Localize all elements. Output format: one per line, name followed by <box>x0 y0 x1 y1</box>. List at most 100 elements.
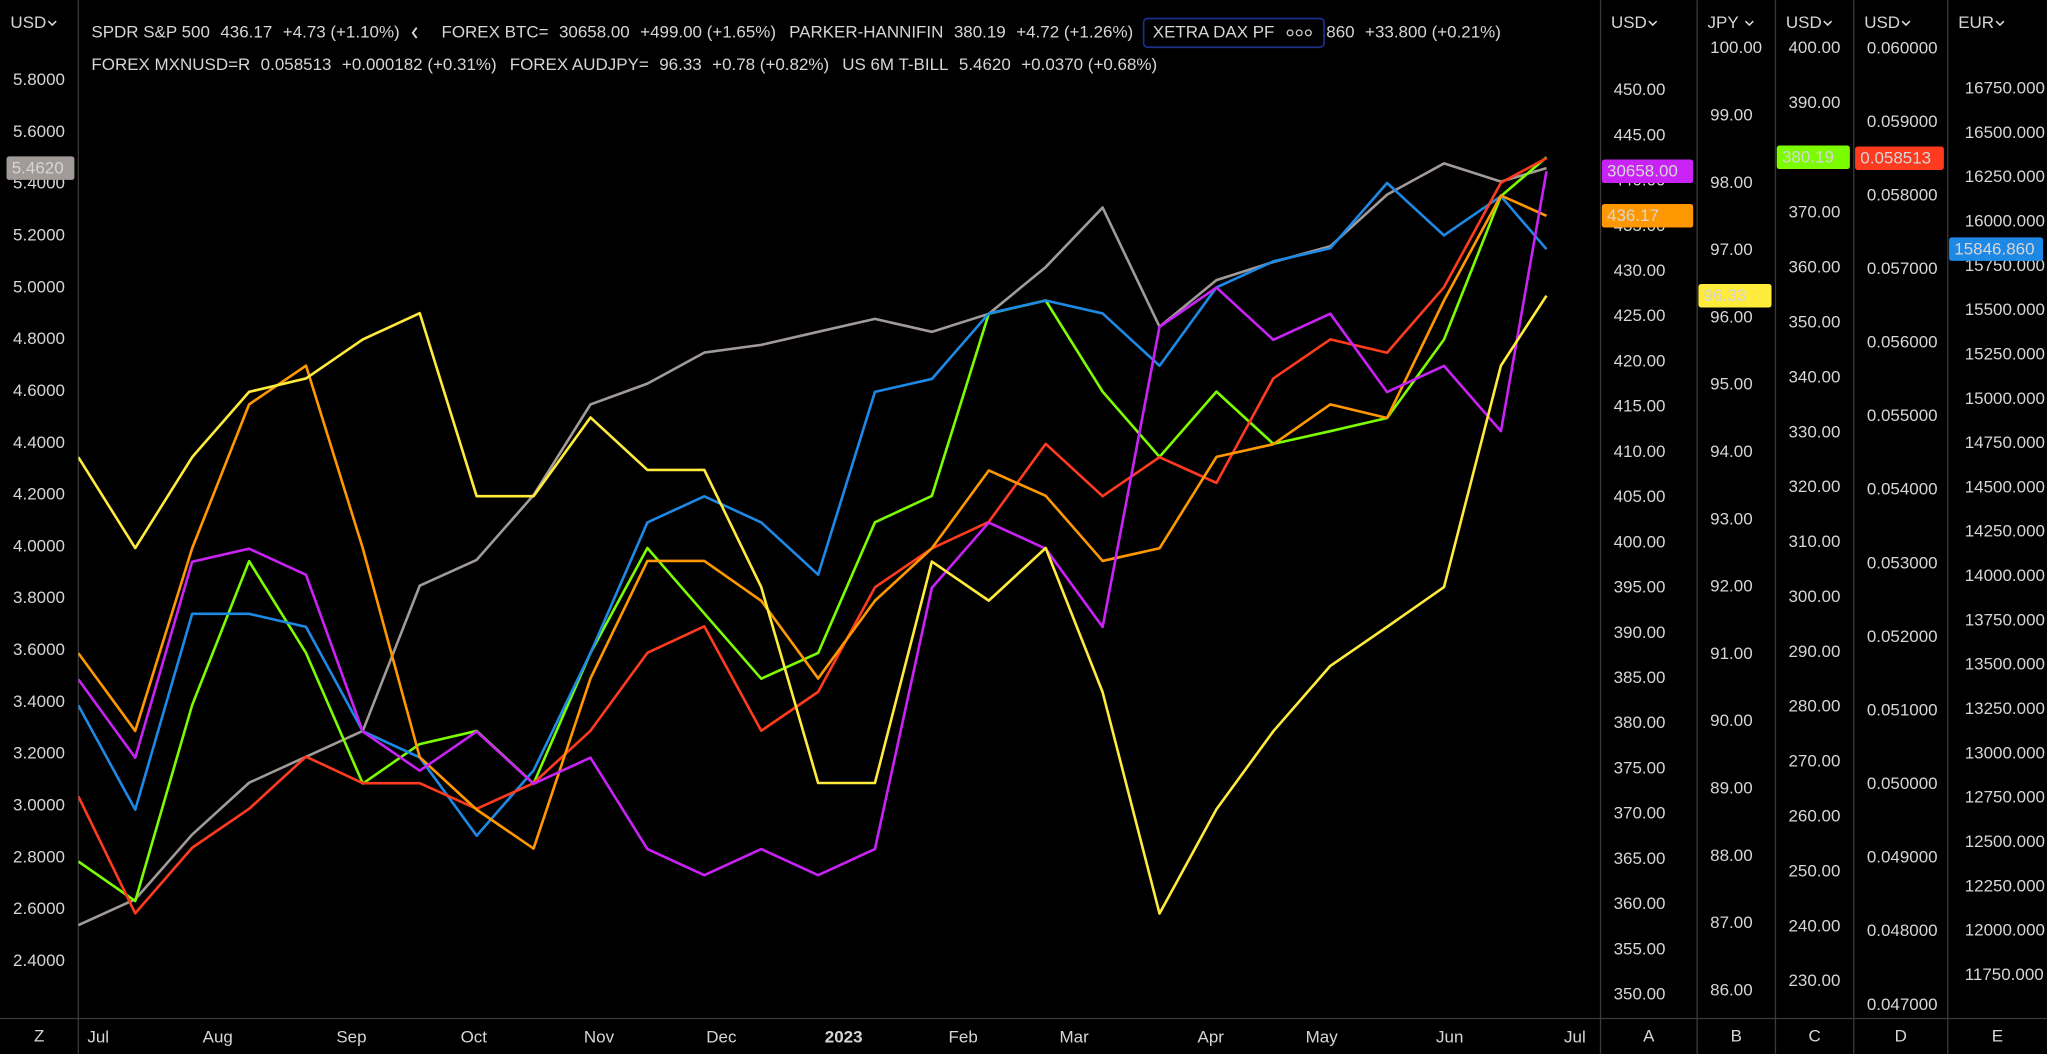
legend-more-dot <box>1304 29 1312 37</box>
y-tick-label: 400.00 <box>1789 38 1841 57</box>
y-tick-label: 350.00 <box>1789 312 1841 331</box>
y-tick-label: 0.059000 <box>1867 112 1938 131</box>
y-tick-label: 0.060000 <box>1867 38 1938 57</box>
axis-menu-chevron <box>1648 20 1658 27</box>
axis-menu-chevron <box>1995 20 2005 27</box>
axis-unit: USD <box>1864 13 1900 32</box>
y-tick-label: 99.00 <box>1710 105 1752 124</box>
legend-name: FOREX MXNUSD=R <box>91 55 250 74</box>
y-tick-label: 86.00 <box>1710 980 1752 999</box>
plot-area <box>78 156 1548 927</box>
y-tick-label: 93.00 <box>1710 509 1752 528</box>
y-tick-label: 0.050000 <box>1867 774 1938 793</box>
series-line <box>78 157 1548 915</box>
y-tick-label: 0.048000 <box>1867 921 1938 940</box>
x-tick-label: 2023 <box>825 1028 863 1047</box>
x-tick-label: Jul <box>87 1028 109 1047</box>
y-tick-label: 270.00 <box>1789 752 1841 771</box>
y-tick-label: 13500.000 <box>1965 655 2045 674</box>
y-tick-label: 0.052000 <box>1867 627 1938 646</box>
x-tick-label: Sep <box>336 1028 366 1047</box>
y-tick-label: 5.8000 <box>13 70 65 89</box>
axis-menu-chevron <box>1744 20 1754 27</box>
legend-more-dot <box>1295 29 1303 37</box>
y-tick-label: 330.00 <box>1789 422 1841 441</box>
y-tick-label: 340.00 <box>1789 367 1841 386</box>
y-tick-label: 370.00 <box>1614 804 1666 823</box>
legend-name: FOREX BTC= <box>441 22 548 41</box>
price-tag <box>1855 146 1944 170</box>
y-tick-label: 445.00 <box>1614 125 1666 144</box>
y-tick-label: 4.2000 <box>13 485 65 504</box>
x-tick-label: Feb <box>949 1028 978 1047</box>
y-tick-label: 385.00 <box>1614 668 1666 687</box>
y-tick-label: 0.055000 <box>1867 406 1938 425</box>
x-tick-label: Aug <box>203 1028 233 1047</box>
price-tag <box>1776 145 1850 170</box>
y-tick-label: 415.00 <box>1614 397 1666 416</box>
y-tick-label: 380.00 <box>1614 713 1666 732</box>
series-line <box>78 294 1548 915</box>
y-tick-label: 12250.000 <box>1965 876 2045 895</box>
legend-price: 96.33 <box>659 55 701 74</box>
axis-unit: EUR <box>1958 13 1994 32</box>
y-tick-label: 5.0000 <box>13 277 65 296</box>
axis-id: C <box>1808 1026 1820 1045</box>
x-tick-label: Jul <box>1564 1028 1586 1047</box>
y-tick-label: 12500.000 <box>1965 832 2045 851</box>
y-tick-label: 370.00 <box>1789 203 1841 222</box>
y-tick-label: 15250.000 <box>1965 344 2045 363</box>
y-tick-label: 0.049000 <box>1867 848 1938 867</box>
legend-change: +499.00 (+1.65%) <box>640 22 776 41</box>
y-tick-label: 14750.000 <box>1965 433 2045 452</box>
y-tick-label: 13750.000 <box>1965 610 2045 629</box>
y-tick-label: 0.053000 <box>1867 553 1938 572</box>
legend-change: +0.000182 (+0.31%) <box>342 55 497 74</box>
y-tick-label: 420.00 <box>1614 351 1666 370</box>
y-tick-label: 290.00 <box>1789 642 1841 661</box>
axis-unit: USD <box>1786 13 1822 32</box>
y-tick-label: 97.00 <box>1710 240 1752 259</box>
y-tick-label: 95.00 <box>1710 375 1752 394</box>
price-tag-label: 15846.860 <box>1954 239 2034 258</box>
y-tick-label: 13250.000 <box>1965 699 2045 718</box>
legend-change: +4.73 (+1.10%) <box>283 22 400 41</box>
y-tick-label: 5.2000 <box>13 226 65 245</box>
y-tick-label: 3.4000 <box>13 692 65 711</box>
y-tick-label: 4.4000 <box>13 433 65 452</box>
x-tick-label: Oct <box>461 1028 488 1047</box>
y-tick-label: 90.00 <box>1710 711 1752 730</box>
price-tag-label: 436.17 <box>1607 206 1659 225</box>
y-tick-label: 0.058000 <box>1867 185 1938 204</box>
y-tick-label: 240.00 <box>1789 916 1841 935</box>
legend-change: +4.72 (+1.26%) <box>1016 22 1133 41</box>
y-tick-label: 16000.000 <box>1965 211 2045 230</box>
legend-name: FOREX AUDJPY= <box>510 55 649 74</box>
price-tag <box>6 156 75 180</box>
legend-name: XETRA DAX PF <box>1153 22 1275 41</box>
legend-name: SPDR S&P 500 <box>91 22 210 41</box>
x-tick-label: Mar <box>1060 1028 1090 1047</box>
price-tag <box>1949 237 2044 261</box>
y-tick-label: 300.00 <box>1789 587 1841 606</box>
axis-id: Z <box>34 1026 44 1045</box>
legend-price: 436.17 <box>220 22 272 41</box>
y-tick-label: 405.00 <box>1614 487 1666 506</box>
x-tick-label: Jun <box>1436 1028 1463 1047</box>
y-tick-label: 360.00 <box>1614 894 1666 913</box>
y-tick-label: 92.00 <box>1710 577 1752 596</box>
price-tag-label: 96.33 <box>1704 286 1746 305</box>
y-tick-label: 13000.000 <box>1965 743 2045 762</box>
y-tick-label: 395.00 <box>1614 578 1666 597</box>
axis-unit: USD <box>10 13 46 32</box>
series-line <box>78 194 1548 850</box>
legend-selected-box <box>1142 17 1325 49</box>
y-tick-label: 89.00 <box>1710 778 1752 797</box>
y-tick-label: 91.00 <box>1710 644 1752 663</box>
y-tick-label: 12000.000 <box>1965 921 2045 940</box>
axis-id: D <box>1895 1026 1907 1045</box>
y-tick-label: 3.8000 <box>13 588 65 607</box>
price-tag-label: 380.19 <box>1782 147 1834 166</box>
